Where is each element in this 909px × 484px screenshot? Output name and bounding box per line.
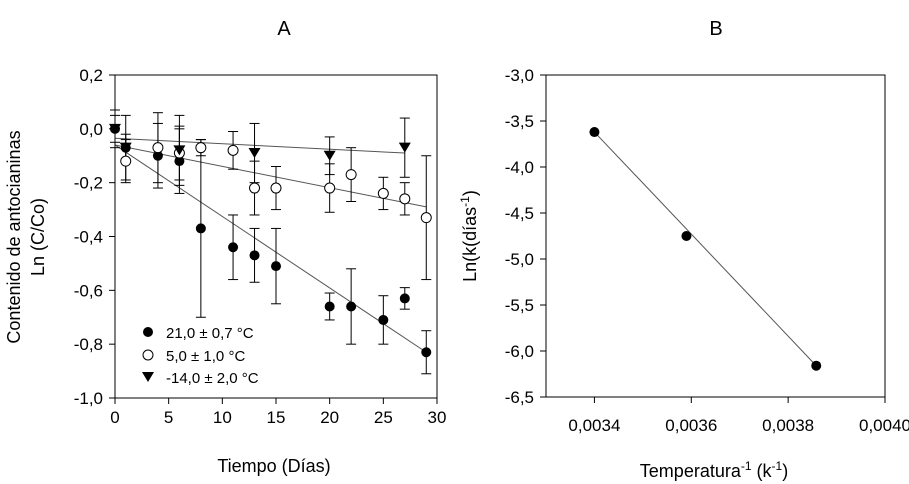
y-tick-label: -6,0 <box>505 342 534 361</box>
panel-b-plot-frame <box>545 74 886 398</box>
legend-marker-filled-circle <box>143 327 153 337</box>
data-point <box>228 242 239 253</box>
x-tick-label: 0,0040 <box>859 416 909 435</box>
data-point <box>377 187 389 199</box>
panel-a-y-label-line2: Ln (C/Co) <box>28 198 48 276</box>
panel-a-x-axis: 0 5 10 15 20 25 30 <box>110 398 446 427</box>
panel-b-y-label: Ln(k(días-1) <box>458 190 480 282</box>
data-point <box>120 155 132 167</box>
legend-label-5c: 5,0 ± 1,0 °C <box>166 348 245 365</box>
y-tick-label: -0,4 <box>74 228 103 247</box>
panel-b-x-label-main: Temperatura <box>640 461 742 481</box>
y-tick-label: -0,6 <box>74 281 103 300</box>
panel-a-title: A <box>277 18 291 40</box>
panel-a-x-label: Tiempo (Días) <box>217 456 330 476</box>
legend-item-minus14c: -14,0 ± 2,0 °C <box>142 370 259 387</box>
y-tick-label: 0,2 <box>79 66 103 85</box>
panel-b-data-points <box>589 127 822 371</box>
data-point <box>270 182 282 194</box>
panel-b-regression-line <box>594 131 817 367</box>
y-tick-label: -3,0 <box>505 66 534 85</box>
data-point <box>323 150 336 161</box>
regression-line <box>114 144 427 353</box>
y-tick-label: -3,5 <box>505 112 534 131</box>
panel-b: B -3,0 -3,5 -4,0 -4,5 -5,0 -5,5 -6,0 -6,5 0,003… <box>458 18 909 481</box>
panel-b-y-label-main: Ln(k(días <box>460 207 480 282</box>
y-tick-label: -5,5 <box>505 296 534 315</box>
panel-a-y-label-line1: Contenido de antocianinas <box>4 130 24 343</box>
data-point <box>174 156 185 167</box>
legend-marker-open-circle <box>142 349 154 361</box>
data-point <box>195 142 207 154</box>
data-point <box>152 150 163 161</box>
regression-line <box>594 131 817 367</box>
data-point <box>681 231 692 241</box>
data-point <box>152 142 164 154</box>
panel-a-data-points <box>109 123 432 358</box>
legend-item-21c: 21,0 ± 0,7 °C <box>143 325 254 342</box>
x-tick-label: 30 <box>428 408 447 427</box>
data-point <box>173 145 186 156</box>
panel-b-title: B <box>709 18 722 40</box>
data-point <box>346 301 357 312</box>
panel-a-y-axis: 0,2 0,0 -0,2 -0,4 -0,6 -0,8 -1,0 <box>74 66 115 408</box>
legend-marker-triangle-down <box>142 372 154 382</box>
data-point <box>345 169 357 181</box>
x-tick-label: 0,0038 <box>762 416 814 435</box>
data-point <box>195 223 206 234</box>
panel-b-y-label-close: ) <box>460 190 480 196</box>
panel-a-legend: 21,0 ± 0,7 °C 5,0 ± 1,0 °C -14,0 ± 2,0 °… <box>142 325 259 387</box>
legend-item-5c: 5,0 ± 1,0 °C <box>142 348 245 365</box>
x-tick-label: 15 <box>267 408 286 427</box>
y-tick-label: -4,0 <box>505 158 534 177</box>
data-point <box>324 182 336 194</box>
data-point <box>109 123 121 134</box>
panel-b-x-label-close: ) <box>782 461 788 481</box>
y-tick-label: -0,8 <box>74 335 103 354</box>
data-point <box>378 314 389 325</box>
x-tick-label: 25 <box>374 408 393 427</box>
data-point <box>249 250 260 261</box>
data-point <box>589 127 600 138</box>
y-tick-label: -1,0 <box>74 389 103 408</box>
data-point <box>324 301 335 312</box>
data-point <box>811 360 822 371</box>
data-point <box>271 261 281 272</box>
y-tick-label: -6,5 <box>505 388 534 407</box>
panel-b-x-label-sup: -1 <box>741 459 752 473</box>
panel-a: A 0,2 0,0 -0,2 -0,4 -0,6 -0,8 -1,0 0 5 10 15 20 25 3… <box>4 18 446 476</box>
data-point <box>248 148 261 159</box>
data-point <box>398 142 411 153</box>
data-point <box>119 142 132 153</box>
panel-b-x-label: Temperatura-1 (k-1) <box>640 459 788 481</box>
panel-b-y-axis: -3,0 -3,5 -4,0 -4,5 -5,0 -5,5 -6,0 -6,5 <box>505 66 546 407</box>
panel-b-x-label-unit: (k <box>752 461 773 481</box>
data-point <box>421 347 432 358</box>
data-point <box>420 212 432 224</box>
data-point <box>399 293 410 304</box>
x-tick-label: 20 <box>320 408 339 427</box>
panel-b-x-axis: 0,0034 0,0036 0,0038 0,0040 <box>568 397 909 435</box>
y-tick-label: 0,0 <box>79 120 103 139</box>
x-tick-label: 5 <box>164 408 173 427</box>
x-tick-label: 0,0034 <box>568 416 620 435</box>
x-tick-label: 10 <box>213 408 232 427</box>
x-tick-label: 0,0036 <box>665 416 717 435</box>
regression-line <box>114 137 405 154</box>
panel-b-x-label-unit-sup: -1 <box>772 459 783 473</box>
x-tick-label: 0 <box>110 408 119 427</box>
regression-line <box>114 144 427 208</box>
legend-label-minus14c: -14,0 ± 2,0 °C <box>166 370 259 387</box>
panel-a-regression-lines <box>114 137 427 353</box>
data-point <box>399 193 411 205</box>
legend-label-21c: 21,0 ± 0,7 °C <box>166 325 254 342</box>
y-tick-label: -4,5 <box>505 204 534 223</box>
data-point <box>249 182 261 194</box>
data-point <box>227 144 239 156</box>
y-tick-label: -5,0 <box>505 250 534 269</box>
panel-b-y-label-sup: -1 <box>458 196 472 207</box>
y-tick-label: -0,2 <box>74 174 103 193</box>
